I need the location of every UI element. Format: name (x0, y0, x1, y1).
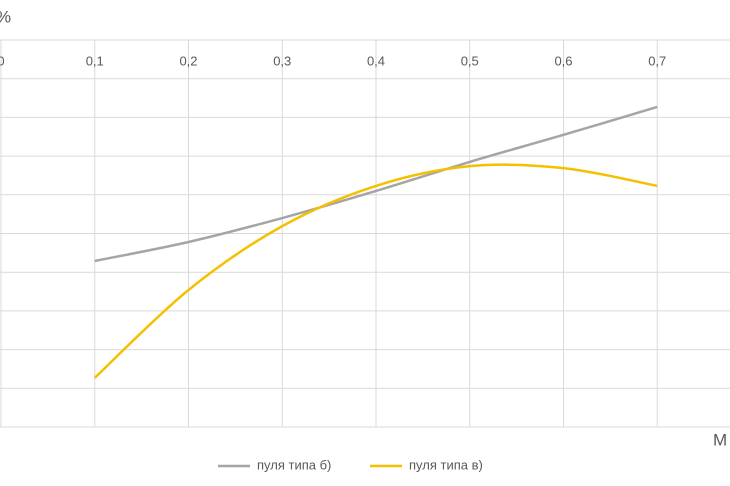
series-line (93, 163, 658, 379)
x-tick-label: 0,4 (367, 53, 385, 68)
x-tick-label: 0,3 (273, 53, 291, 68)
x-tick-label: 0,6 (554, 53, 572, 68)
x-tick-label: 0 (0, 53, 5, 68)
y-axis-title: % (0, 7, 11, 26)
legend-label: пуля типа в) (409, 457, 483, 472)
x-axis-title: M (713, 430, 727, 449)
legend-label: пуля типа б) (257, 457, 331, 472)
series-line (94, 105, 658, 263)
x-tick-label: 0,1 (86, 53, 104, 68)
x-tick-label: 0,7 (648, 53, 666, 68)
x-tick-label: 0,2 (179, 53, 197, 68)
x-tick-label: 0,5 (461, 53, 479, 68)
